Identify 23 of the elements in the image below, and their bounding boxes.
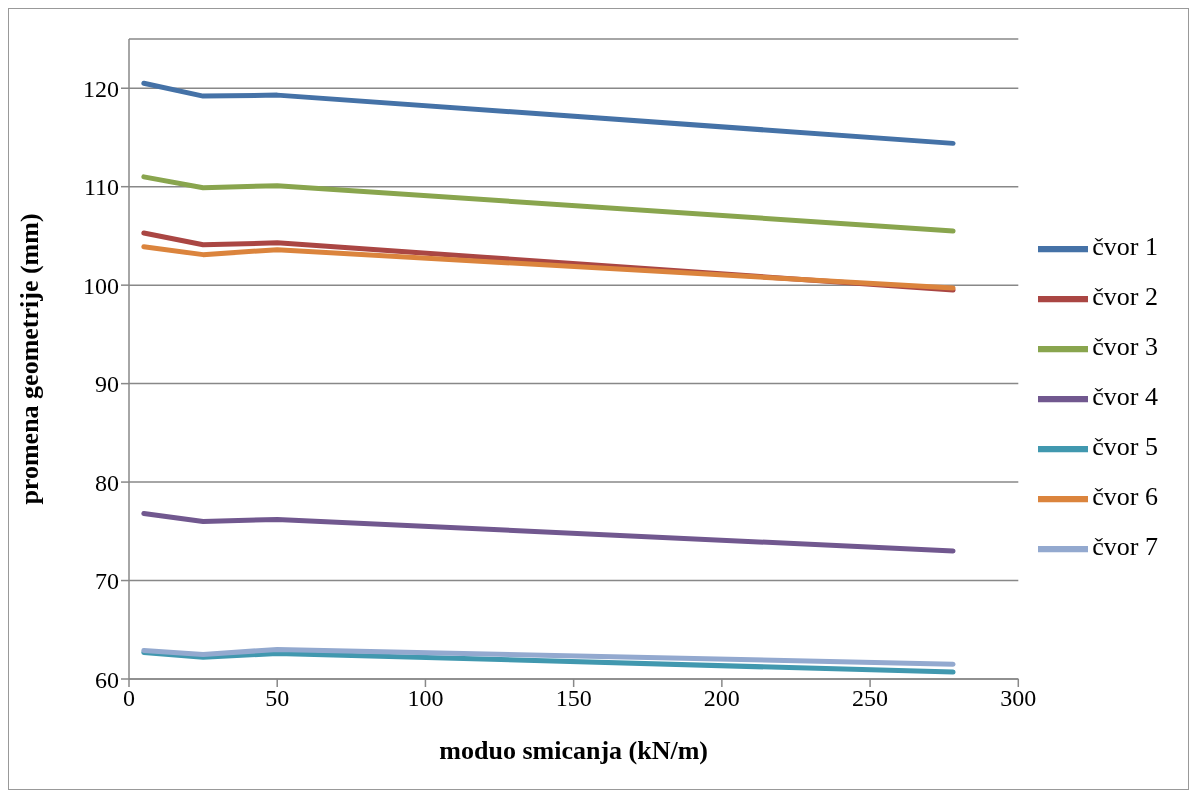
x-tick-label: 0 [123,685,135,712]
y-tick-label: 70 [95,568,119,595]
legend-label: čvor 3 [1092,331,1158,361]
x-axis-title: moduo smicanja (kN/m) [439,736,708,765]
x-tick-label: 300 [1000,685,1037,712]
legend-label: čvor 5 [1092,431,1158,461]
x-tick-label: 200 [703,685,740,712]
y-tick-label: 80 [95,469,119,496]
legend-label: čvor 7 [1092,531,1158,561]
legend-label: čvor 1 [1092,231,1158,261]
y-tick-label: 90 [95,371,119,398]
y-tick-label: 60 [95,666,119,693]
legend-label: čvor 6 [1092,481,1158,511]
y-tick-label: 120 [83,75,119,102]
x-tick-label: 150 [555,685,592,712]
x-tick-label: 250 [852,685,889,712]
legend-label: čvor 2 [1092,281,1158,311]
y-tick-label: 100 [83,272,119,299]
legend-label: čvor 4 [1092,381,1158,411]
y-axis-title: promena geometrije (mm) [15,213,45,505]
x-tick-label: 50 [265,685,290,712]
x-tick-label: 100 [407,685,444,712]
y-tick-label: 110 [83,174,119,201]
